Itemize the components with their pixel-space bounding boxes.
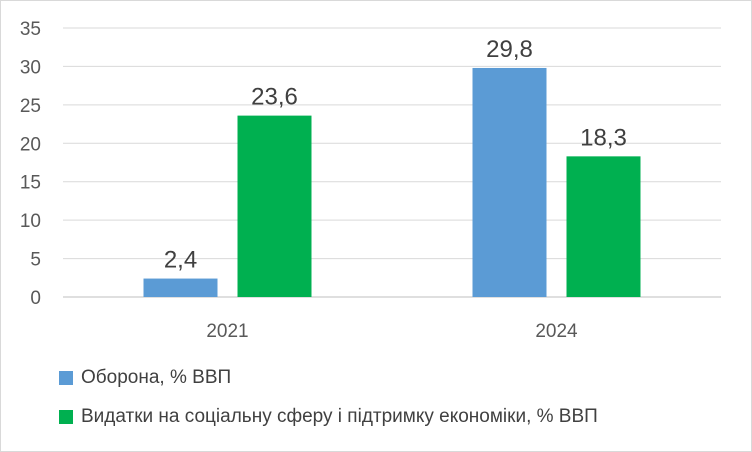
data-label: 18,3 [580, 124, 627, 151]
bar [237, 115, 312, 297]
y-tick-label: 20 [20, 134, 41, 155]
legend: Оборона, % ВВП Видатки на соціальну сфер… [59, 365, 598, 443]
bar [566, 156, 641, 297]
y-tick-label: 0 [30, 288, 41, 309]
data-label: 2,4 [164, 247, 197, 274]
legend-item-social-spending: Видатки на соціальну сферу і підтримку е… [59, 404, 598, 430]
y-tick-label: 15 [20, 173, 41, 194]
legend-label-social-spending: Видатки на соціальну сферу і підтримку е… [81, 406, 598, 427]
x-tick-label: 2024 [535, 321, 578, 342]
gridlines [63, 27, 721, 298]
bar [472, 67, 547, 297]
x-tick-label: 2021 [206, 321, 248, 342]
y-tick-label: 5 [30, 250, 41, 271]
legend-item-defense: Оборона, % ВВП [59, 365, 598, 391]
y-tick-label: 35 [20, 19, 41, 40]
bar-chart: 0 5 10 15 20 25 30 35 2,4 23,6 29,8 18,3 2021 2024 [20, 19, 721, 342]
bars [143, 67, 641, 297]
legend-swatch-social-spending [59, 410, 73, 424]
y-tick-label: 10 [20, 211, 41, 232]
data-label: 23,6 [251, 84, 298, 111]
y-axis: 0 5 10 15 20 25 30 35 [20, 19, 41, 309]
y-tick-label: 30 [20, 57, 41, 78]
x-axis: 2021 2024 [206, 321, 578, 342]
bar [143, 278, 218, 297]
data-label: 29,8 [486, 36, 533, 63]
y-tick-label: 25 [20, 96, 41, 117]
data-labels: 2,4 23,6 29,8 18,3 [164, 36, 627, 274]
legend-label-defense: Оборона, % ВВП [81, 367, 232, 388]
legend-swatch-defense [59, 371, 73, 385]
